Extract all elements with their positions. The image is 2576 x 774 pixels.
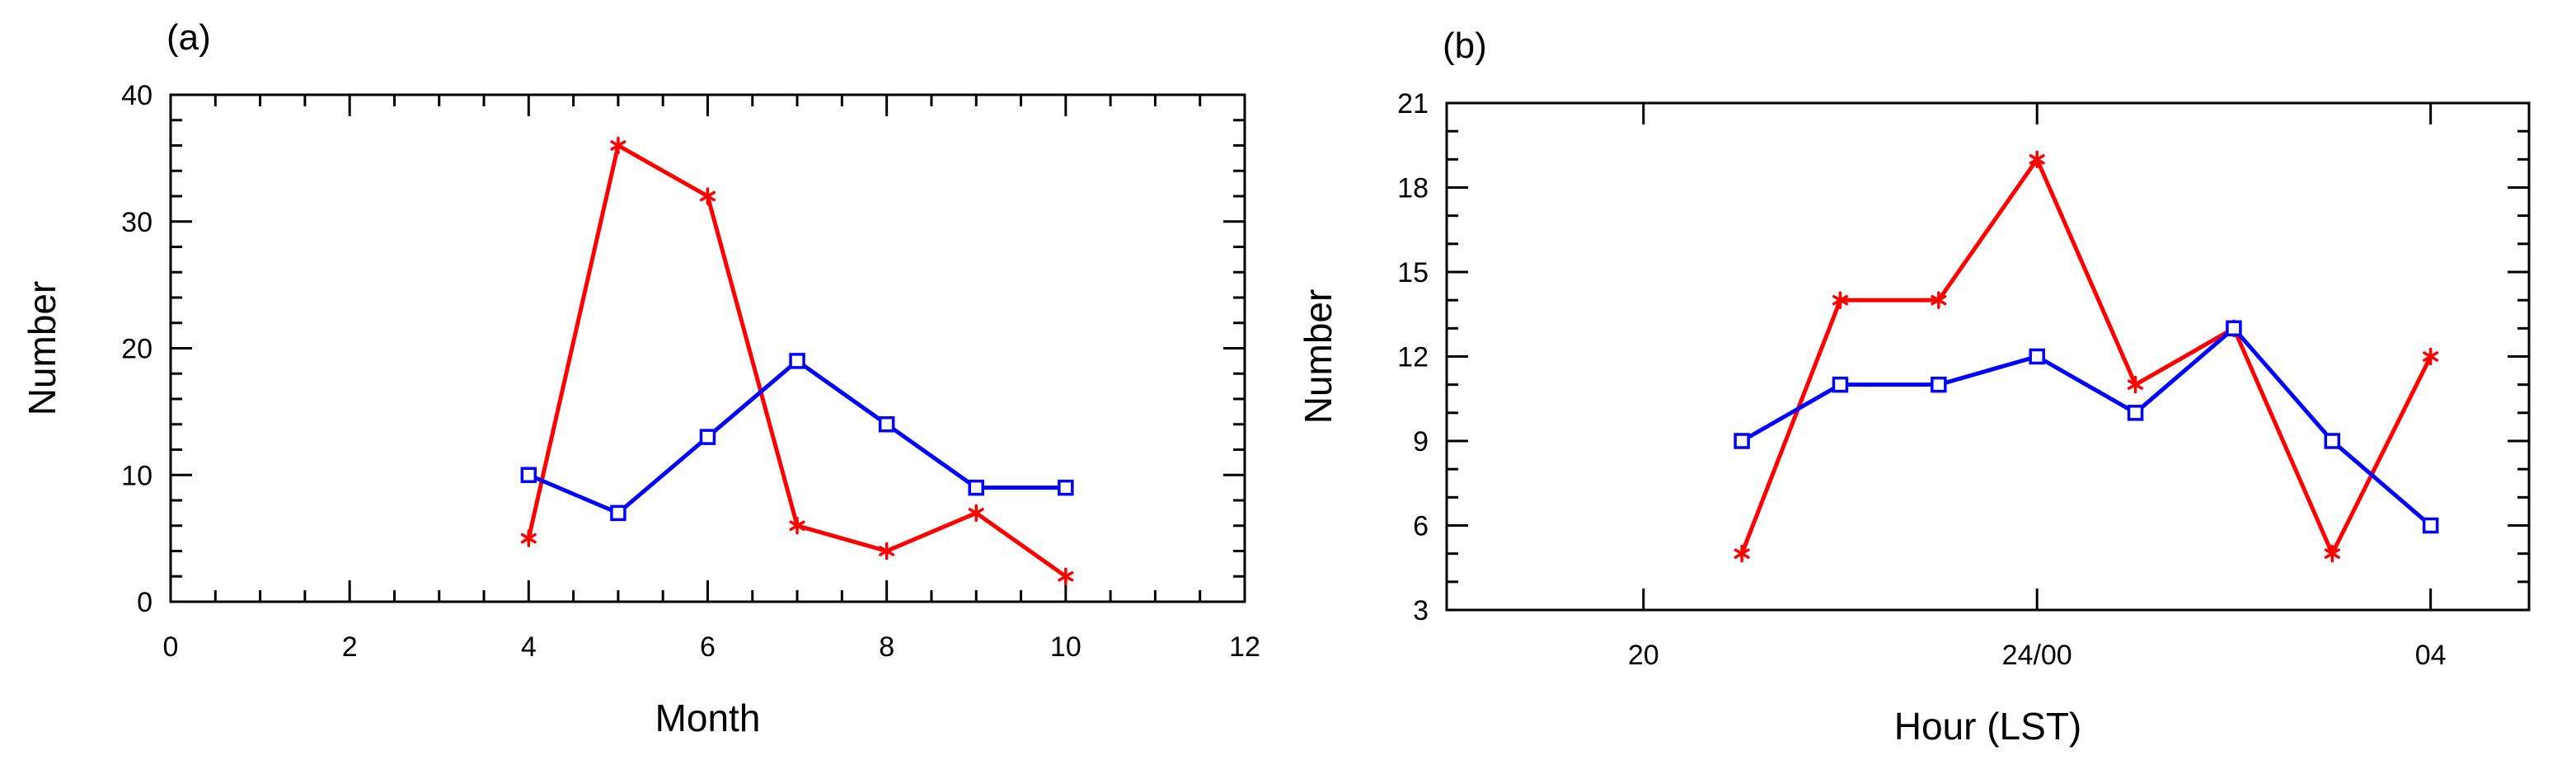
data-point-red (968, 504, 984, 523)
data-point-blue (699, 429, 716, 445)
asterisk-stroke (1734, 548, 1750, 559)
y-tick-label: 9 (1413, 426, 1429, 457)
x-tick-label: 4 (521, 631, 537, 663)
data-point-blue (1058, 479, 1074, 496)
y-tick-label: 0 (137, 587, 152, 618)
asterisk-stroke (1931, 294, 1947, 306)
plot-frame (1445, 101, 2531, 612)
data-point-red (1734, 544, 1750, 563)
x-axis-label: Hour (LST) (1894, 705, 2081, 748)
data-point-red (2029, 150, 2045, 169)
y-tick-label: 6 (1413, 511, 1429, 542)
x-tick-label: 24/00 (2002, 640, 2072, 671)
asterisk-stroke (2324, 548, 2340, 559)
data-point-red (520, 529, 537, 547)
asterisk-stroke (968, 508, 984, 518)
y-tick-label: 10 (121, 460, 152, 491)
x-tick-label: 2 (342, 631, 358, 663)
y-tick-label: 18 (1397, 173, 1429, 204)
data-point-red (610, 136, 626, 155)
x-tick-label: 20 (1628, 640, 1659, 671)
data-point-blue (2324, 433, 2341, 449)
data-point-blue (610, 504, 626, 522)
y-tick-label: 15 (1397, 257, 1429, 288)
y-tick-label: 30 (121, 207, 152, 238)
panel-a: 0 2 4 6 8 10 12 0 10 20 30 40 Month Number (a) (21, 17, 1260, 739)
data-point-blue (1832, 376, 1849, 393)
asterisk-stroke (1058, 571, 1074, 582)
y-tick-label: 3 (1413, 595, 1429, 626)
y-tick-label: 20 (121, 334, 152, 365)
data-point-red (1058, 567, 1074, 585)
asterisk-stroke (2128, 379, 2144, 390)
data-point-red (879, 542, 895, 561)
asterisk-stroke (2029, 154, 2045, 165)
series-line-blue (1740, 326, 2433, 528)
y-axis-label: Number (21, 281, 63, 416)
data-point-blue (520, 467, 537, 483)
data-point-blue (2226, 320, 2242, 337)
asterisk-stroke (699, 190, 716, 202)
y-tick-label: 21 (1397, 88, 1429, 120)
data-point-red (699, 187, 716, 205)
asterisk-stroke (789, 520, 805, 531)
data-point-red (2128, 375, 2144, 394)
asterisk-stroke (1832, 294, 1848, 306)
asterisk-stroke (2423, 351, 2439, 362)
data-point-red (2423, 347, 2439, 366)
data-point-red (2324, 544, 2340, 563)
x-axis-label: Month (655, 697, 761, 739)
panel-b: 20 24/00 04 3 6 9 12 15 18 21 Hour (LST) Number (b) (1297, 26, 2531, 748)
x-tick-label: 10 (1050, 631, 1082, 663)
series-line-blue (528, 359, 1066, 515)
data-point-blue (878, 416, 895, 433)
y-tick-label: 40 (121, 80, 152, 111)
data-point-blue (2422, 517, 2439, 534)
data-point-red (789, 517, 805, 535)
data-point-blue (789, 353, 805, 369)
x-tick-label: 8 (879, 631, 894, 663)
asterisk-stroke (520, 532, 537, 544)
x-tick-label: 0 (163, 631, 179, 663)
x-tick-label: 6 (700, 631, 716, 663)
y-axis-label: Number (1297, 289, 1340, 425)
data-point-blue (968, 479, 984, 496)
panel-label: (a) (167, 17, 211, 58)
panel-label: (b) (1443, 26, 1487, 66)
data-point-red (1931, 291, 1947, 309)
data-point-red (1832, 291, 1848, 309)
asterisk-stroke (610, 140, 626, 151)
data-point-blue (1734, 433, 1750, 449)
plot-frame (169, 93, 1246, 603)
series-line-red (1739, 157, 2433, 556)
x-tick-label: 04 (2415, 640, 2447, 671)
x-tick-label: 12 (1229, 631, 1260, 663)
data-point-blue (2029, 348, 2045, 365)
data-point-blue (2127, 405, 2144, 421)
data-point-blue (1931, 376, 1947, 393)
y-tick-label: 12 (1397, 342, 1429, 373)
asterisk-stroke (879, 546, 895, 556)
